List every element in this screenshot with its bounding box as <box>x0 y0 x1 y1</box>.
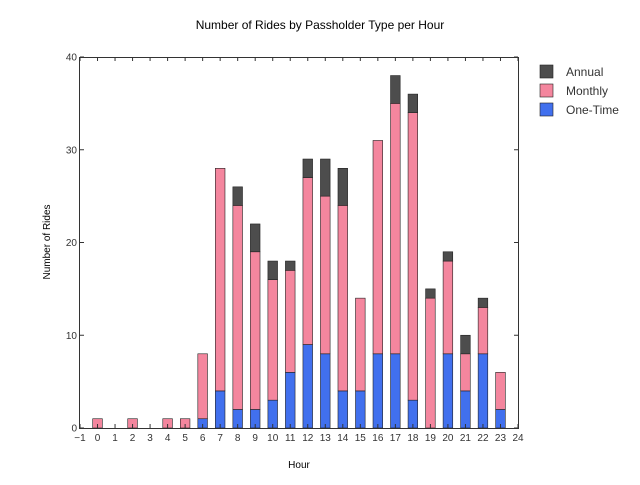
bar-one-time-hour-16 <box>372 353 383 429</box>
x-axis-label: Hour <box>288 460 310 471</box>
bar-annual-hour-8 <box>232 186 243 206</box>
bar-one-time-hour-14 <box>337 390 348 429</box>
bar-one-time-hour-11 <box>285 372 296 429</box>
bar-annual-hour-14 <box>337 168 348 206</box>
bar-one-time-hour-17 <box>390 353 401 429</box>
x-tick-label: 19 <box>425 433 437 444</box>
legend-swatch-one-time <box>539 102 554 117</box>
bar-one-time-hour-22 <box>477 353 489 429</box>
x-tick-label: 17 <box>390 433 402 444</box>
x-tick-label: 22 <box>477 433 489 444</box>
legend-swatch-annual <box>539 64 554 79</box>
bar-annual-hour-13 <box>320 158 331 197</box>
bar-one-time-hour-13 <box>320 353 331 429</box>
bar-annual-hour-11 <box>285 260 296 271</box>
legend-swatch-monthly <box>539 83 554 98</box>
y-tick-label: 10 <box>66 331 78 342</box>
bar-one-time-hour-21 <box>460 390 471 429</box>
x-tick-label: 6 <box>200 433 206 444</box>
x-tick-label: 2 <box>130 433 136 444</box>
bars-layer <box>92 75 506 429</box>
bar-annual-hour-18 <box>407 93 418 113</box>
x-tick-label: 4 <box>165 433 171 444</box>
bar-annual-hour-19 <box>425 288 436 299</box>
bar-one-time-hour-10 <box>267 399 278 429</box>
bar-annual-hour-12 <box>302 158 313 178</box>
y-tick-label: 40 <box>66 53 78 64</box>
x-tick-label: 10 <box>267 433 279 444</box>
x-tick-label: 9 <box>252 433 258 444</box>
y-tick-label: 0 <box>71 424 77 435</box>
x-tick-label: 12 <box>302 433 314 444</box>
legend: Annual Monthly One-Time <box>539 64 619 117</box>
x-tick-label: 11 <box>285 433 296 444</box>
bar-annual-hour-9 <box>250 223 261 253</box>
bar-monthly-hour-9 <box>250 251 261 410</box>
bar-monthly-hour-13 <box>320 195 331 355</box>
x-tick-label: −1 <box>74 433 86 444</box>
y-axis-label: Number of Rides <box>42 204 53 279</box>
x-tick-label: 3 <box>147 433 153 444</box>
bar-monthly-hour-14 <box>337 205 348 392</box>
bar-monthly-hour-7 <box>215 168 226 392</box>
bar-annual-hour-10 <box>267 260 278 280</box>
bar-monthly-hour-11 <box>285 270 296 373</box>
bar-monthly-hour-22 <box>477 307 489 355</box>
x-tick-label: 18 <box>407 433 419 444</box>
bar-monthly-hour-16 <box>372 140 383 355</box>
bar-one-time-hour-20 <box>442 353 454 429</box>
legend-label-one-time: One-Time <box>566 103 619 117</box>
x-tick-label: 13 <box>320 433 332 444</box>
bar-one-time-hour-12 <box>302 344 313 429</box>
x-tick-label: 8 <box>235 433 241 444</box>
y-tick-label: 20 <box>66 238 78 249</box>
chart-title: Number of Rides by Passholder Type per H… <box>196 18 445 32</box>
y-tick-label: 30 <box>66 145 78 156</box>
bar-monthly-hour-23 <box>495 372 506 410</box>
bar-monthly-hour-17 <box>390 103 401 355</box>
legend-label-monthly: Monthly <box>566 84 608 98</box>
bar-monthly-hour-6 <box>197 353 208 420</box>
x-tick-label: 1 <box>112 433 118 444</box>
bar-monthly-hour-20 <box>442 260 454 355</box>
bar-one-time-hour-7 <box>215 390 226 429</box>
x-tick-label: 24 <box>512 433 524 444</box>
bar-monthly-hour-12 <box>302 177 313 345</box>
bar-monthly-hour-19 <box>425 297 436 429</box>
x-tick-label: 23 <box>495 433 507 444</box>
legend-label-annual: Annual <box>566 65 603 79</box>
bar-monthly-hour-21 <box>460 353 471 392</box>
bar-monthly-hour-8 <box>232 205 243 410</box>
x-tick-label: 15 <box>355 433 367 444</box>
ticks-layer: −1 0 1 2 3 4 5 6 7 8 9 10 11 12 13 14 15 16 17 18 19 20 21 22 23… <box>66 53 524 445</box>
bar-annual-hour-17 <box>390 75 401 104</box>
x-tick-label: 7 <box>217 433 223 444</box>
bar-one-time-hour-15 <box>355 390 366 429</box>
bar-monthly-hour-18 <box>407 112 418 401</box>
bar-monthly-hour-15 <box>355 297 366 392</box>
x-tick-label: 21 <box>460 433 472 444</box>
x-tick-label: 5 <box>182 433 188 444</box>
bar-annual-hour-20 <box>442 251 454 262</box>
bar-annual-hour-22 <box>477 297 489 308</box>
x-tick-label: 20 <box>442 433 454 444</box>
x-tick-label: 16 <box>372 433 384 444</box>
plot-frame <box>79 57 519 429</box>
bar-one-time-hour-18 <box>407 399 418 429</box>
x-tick-label: 0 <box>95 433 101 444</box>
bar-monthly-hour-10 <box>267 279 278 401</box>
bar-annual-hour-21 <box>460 334 471 355</box>
x-tick-label: 14 <box>337 433 349 444</box>
